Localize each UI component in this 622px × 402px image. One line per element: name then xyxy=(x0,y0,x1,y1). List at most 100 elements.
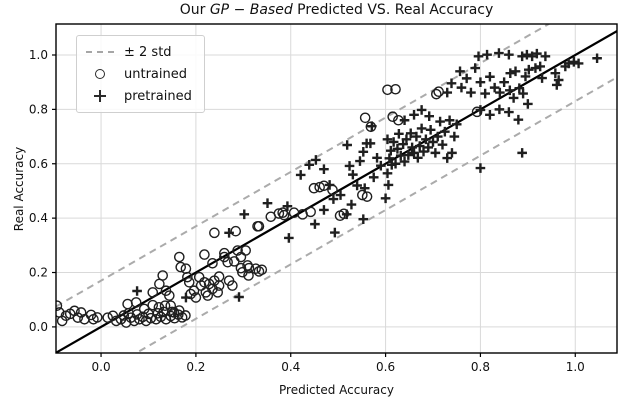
scatter-point-pretrained xyxy=(437,139,448,150)
scatter-point-untrained xyxy=(431,88,442,100)
scatter-point-pretrained xyxy=(382,168,393,179)
y-tick-label: 0.6 xyxy=(29,157,48,171)
scatter-point-pretrained xyxy=(505,68,516,79)
scatter-point-untrained xyxy=(278,209,290,221)
scatter-point-untrained xyxy=(359,112,371,124)
scatter-point-pretrained xyxy=(466,87,476,98)
scatter-point-pretrained xyxy=(394,129,404,139)
scatter-point-pretrained xyxy=(262,198,273,208)
legend-icon-wrap xyxy=(85,69,115,79)
scatter-point-untrained xyxy=(382,84,393,96)
x-tick-label: 0.4 xyxy=(281,360,300,374)
scatter-point-untrained xyxy=(75,307,87,318)
scatter-point-untrained xyxy=(188,285,200,297)
scatter-point-untrained xyxy=(222,256,233,268)
scatter-point-pretrained xyxy=(475,105,486,115)
scatter-point-pretrained xyxy=(442,87,453,98)
chart-title: Our GP − Based Predicted VS. Real Accura… xyxy=(56,2,617,18)
circle-marker-icon xyxy=(95,69,105,79)
scatter-point-pretrained xyxy=(403,150,414,160)
scatter-point-untrained xyxy=(202,290,214,301)
scatter-point-pretrained xyxy=(385,145,396,156)
scatter-point-pretrained xyxy=(399,115,410,126)
scatter-point-pretrained xyxy=(592,53,602,64)
scatter-point-pretrained xyxy=(518,88,528,99)
scatter-point-pretrained xyxy=(430,148,441,158)
scatter-point-untrained xyxy=(145,312,157,324)
scatter-point-pretrained xyxy=(473,51,484,62)
chart-title-italic: GP − Based xyxy=(209,2,293,18)
y-tick-label: 0.0 xyxy=(29,320,48,334)
scatter-point-pretrained xyxy=(411,131,422,142)
scatter-point-untrained xyxy=(240,245,251,256)
scatter-point-pretrained xyxy=(348,169,358,180)
scatter-point-pretrained xyxy=(328,194,339,204)
scatter-point-pretrained xyxy=(376,160,386,171)
scatter-point-untrained xyxy=(147,299,159,311)
x-tick-label: 0.8 xyxy=(471,360,490,374)
scatter-point-pretrained xyxy=(494,104,505,115)
scatter-point-untrained xyxy=(199,249,210,260)
scatter-point-pretrained xyxy=(494,48,504,58)
y-tick-label: 0.8 xyxy=(29,102,48,116)
scatter-point-pretrained xyxy=(523,64,534,75)
scatter-point-pretrained xyxy=(489,82,500,93)
scatter-point-pretrained xyxy=(440,126,450,137)
scatter-point-untrained xyxy=(243,262,255,274)
scatter-point-pretrained xyxy=(352,180,362,191)
scatter-point-pretrained xyxy=(416,123,427,134)
scatter-point-untrained xyxy=(219,251,230,263)
scatter-point-pretrained xyxy=(380,193,391,204)
scatter-point-pretrained xyxy=(520,71,531,82)
x-axis-label: Predicted Accuracy xyxy=(279,383,394,397)
scatter-point-pretrained xyxy=(405,128,416,139)
scatter-point-untrained xyxy=(69,305,80,317)
scatter-point-pretrained xyxy=(499,77,509,87)
scatter-point-untrained xyxy=(102,312,113,323)
scatter-point-untrained xyxy=(433,86,444,98)
scatter-point-untrained xyxy=(152,308,164,319)
y-tick-label: 0.4 xyxy=(29,211,48,225)
scatter-point-untrained xyxy=(147,287,159,298)
scatter-point-pretrained xyxy=(367,121,377,132)
scatter-point-pretrained xyxy=(384,153,395,164)
dashed-line-icon xyxy=(86,51,114,53)
scatter-point-pretrained xyxy=(535,61,545,72)
scatter-point-pretrained xyxy=(517,51,527,62)
scatter-point-pretrained xyxy=(551,80,562,90)
scatter-point-pretrained xyxy=(530,63,541,73)
plot-area-group xyxy=(56,24,617,353)
scatter-point-untrained xyxy=(243,270,254,281)
scatter-point-pretrained xyxy=(510,66,521,77)
scatter-point-pretrained xyxy=(425,124,436,135)
legend-icon-wrap xyxy=(85,90,115,102)
scatter-point-untrained xyxy=(387,111,398,123)
scatter-point-pretrained xyxy=(416,105,427,115)
scatter-point-untrained xyxy=(199,277,210,288)
scatter-point-pretrained xyxy=(480,88,490,99)
scatter-point-pretrained xyxy=(310,219,320,229)
scatter-point-pretrained xyxy=(398,139,408,149)
scatter-point-pretrained xyxy=(319,164,329,174)
scatter-point-pretrained xyxy=(342,140,352,150)
scatter-point-untrained xyxy=(230,225,242,237)
scatter-point-untrained xyxy=(131,309,143,320)
scatter-point-untrained xyxy=(209,227,220,239)
scatter-point-untrained xyxy=(207,283,218,295)
scatter-point-untrained xyxy=(227,280,238,291)
legend-item-std: ± 2 std xyxy=(85,41,192,63)
scatter-point-pretrained xyxy=(475,77,486,87)
scatter-point-untrained xyxy=(159,300,171,311)
scatter-point-pretrained xyxy=(414,141,425,151)
scatter-point-pretrained xyxy=(319,205,329,215)
scatter-point-pretrained xyxy=(401,134,412,145)
scatter-point-pretrained xyxy=(537,73,547,83)
scatter-point-pretrained xyxy=(330,227,340,238)
scatter-point-pretrained xyxy=(335,190,346,200)
scatter-point-pretrained xyxy=(409,110,419,120)
scatter-point-untrained xyxy=(213,271,225,282)
chart-title-prefix: Our xyxy=(179,2,210,18)
scatter-point-untrained xyxy=(182,271,193,283)
scatter-point-pretrained xyxy=(346,199,357,210)
